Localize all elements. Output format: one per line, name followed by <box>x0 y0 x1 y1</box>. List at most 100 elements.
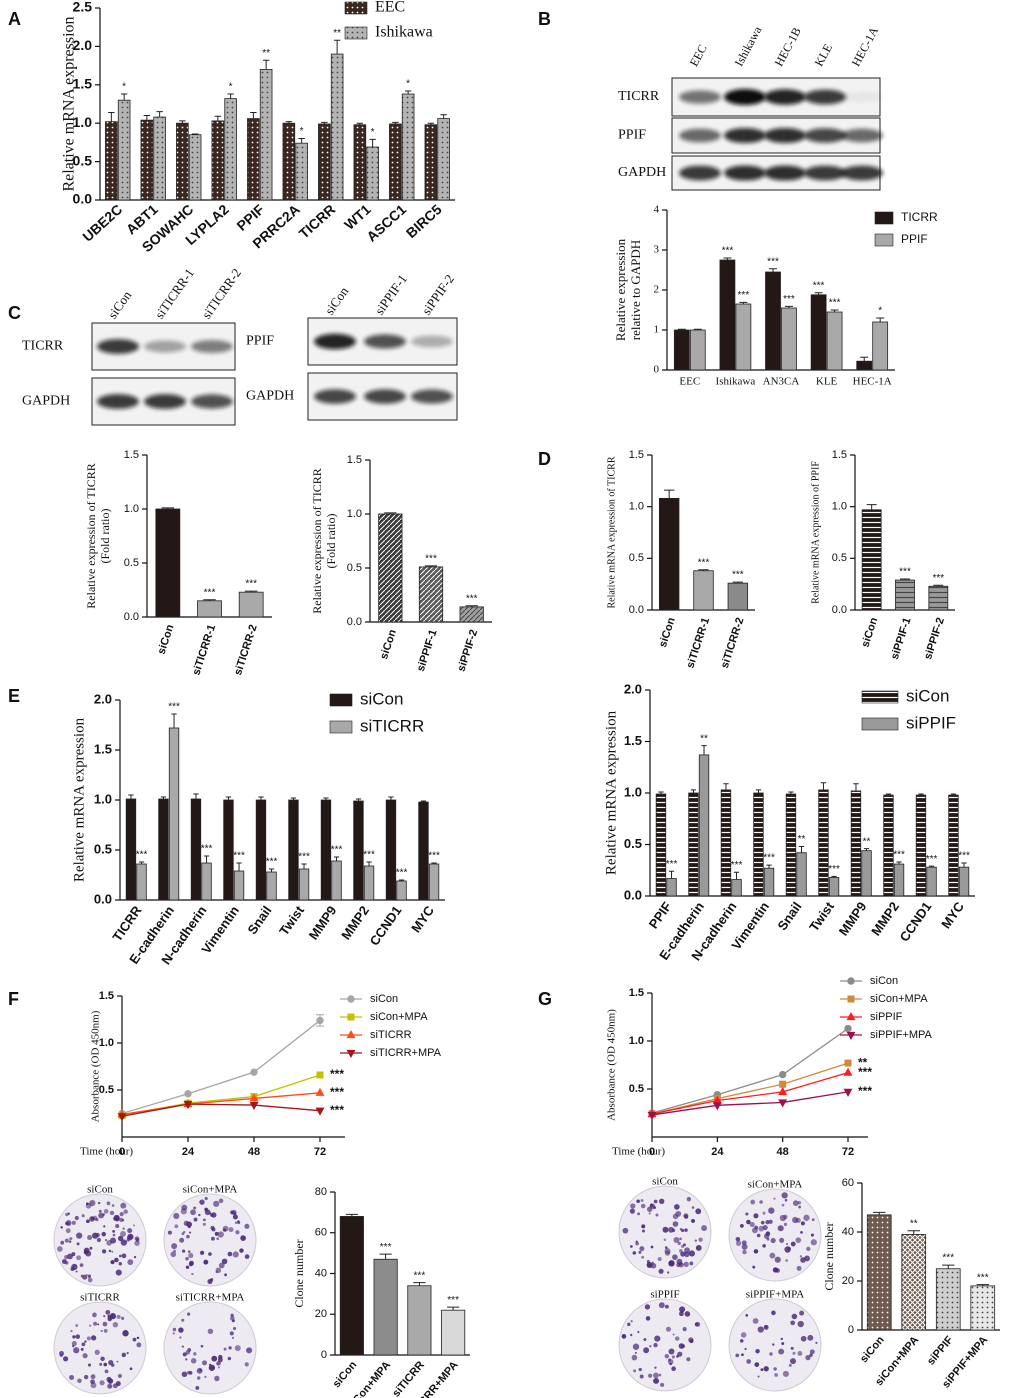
bar <box>424 124 438 201</box>
significance-label: *** <box>204 587 216 598</box>
bar <box>105 121 118 201</box>
legend-label: siPPIF+MPA <box>870 1029 933 1041</box>
colony <box>86 1219 90 1224</box>
significance-label: *** <box>829 298 841 309</box>
colony <box>240 1235 246 1241</box>
colony <box>679 1227 683 1231</box>
error-bar <box>262 59 270 70</box>
point <box>249 1101 259 1111</box>
bar <box>295 142 308 201</box>
colony <box>232 1251 239 1258</box>
colony <box>107 1378 114 1384</box>
colony <box>637 1212 640 1216</box>
colony <box>103 1362 108 1367</box>
error-bar <box>290 797 297 800</box>
colony <box>763 1233 770 1239</box>
colony <box>675 1336 680 1341</box>
error-bar <box>203 855 210 863</box>
y-tick-label: 0.5 <box>124 557 139 569</box>
blot-band <box>764 89 806 105</box>
colony <box>217 1231 224 1238</box>
colony <box>627 1322 631 1327</box>
bar <box>190 798 202 901</box>
colony <box>136 1336 140 1340</box>
blot-band <box>679 128 721 143</box>
y-tick-label: 1.0 <box>347 508 362 520</box>
bar <box>926 866 937 897</box>
bar <box>407 1285 432 1356</box>
point <box>647 1111 657 1120</box>
x-tick-label: 72 <box>314 1146 326 1158</box>
colony <box>187 1312 191 1316</box>
significance-label: *** <box>447 1295 459 1306</box>
colony <box>134 1240 140 1246</box>
colony <box>218 1262 225 1269</box>
colony <box>84 1340 87 1343</box>
error-bar <box>366 861 372 866</box>
bar <box>389 123 402 201</box>
colony <box>112 1230 115 1233</box>
colony <box>677 1241 681 1245</box>
colony <box>104 1369 109 1374</box>
colony <box>798 1205 802 1209</box>
significance-label: *** <box>330 1103 344 1117</box>
colony <box>235 1230 240 1235</box>
colony <box>90 1379 95 1385</box>
error-bar <box>323 797 329 800</box>
bar <box>861 509 882 611</box>
blot-band <box>679 90 721 104</box>
x-tick-label: siCon <box>331 1359 360 1390</box>
colony <box>111 1363 115 1367</box>
significance-label: *** <box>466 593 478 604</box>
bar <box>401 93 415 201</box>
error-bar <box>876 317 885 322</box>
colony-plate <box>728 1298 822 1392</box>
colony <box>652 1372 659 1379</box>
error-bar <box>420 800 427 802</box>
blot-band <box>314 333 356 350</box>
colony <box>64 1238 69 1243</box>
colony <box>762 1211 766 1215</box>
significance-label: *** <box>363 850 375 861</box>
colony <box>76 1232 83 1239</box>
colony <box>228 1227 234 1233</box>
colony <box>208 1364 216 1371</box>
colony <box>233 1327 237 1331</box>
colony-label: siCon <box>652 1176 678 1188</box>
colony <box>115 1224 120 1229</box>
colony <box>208 1252 212 1256</box>
colony <box>753 1213 759 1219</box>
colony <box>635 1241 639 1246</box>
panel-label: A <box>8 9 21 29</box>
x-tick-label: Ishikawa <box>716 376 756 388</box>
point <box>846 1031 856 1041</box>
colony <box>752 1318 759 1324</box>
colony <box>781 1342 785 1346</box>
colony <box>207 1279 213 1285</box>
bar <box>928 585 949 611</box>
point <box>843 1067 853 1076</box>
colony <box>122 1330 129 1337</box>
error-bar <box>950 793 957 796</box>
colony <box>230 1313 234 1317</box>
colony <box>666 1271 670 1274</box>
colony <box>629 1333 633 1337</box>
error-bar <box>693 328 702 330</box>
y-axis-label: Relative mRNA expression <box>603 710 619 875</box>
y-tick-label: 60 <box>842 1177 854 1189</box>
x-tick-label: HEC-1A <box>853 376 892 388</box>
y-tick-label: 1.0 <box>624 784 642 799</box>
colony <box>790 1346 794 1350</box>
colony <box>87 1235 93 1241</box>
y-tick-label: 1.5 <box>629 987 644 999</box>
x-tick-label: MMP9 <box>836 899 870 938</box>
bar <box>255 799 267 901</box>
error-bar <box>193 793 199 799</box>
x-tick-label: MYC <box>938 899 967 932</box>
error-bar <box>388 796 394 800</box>
blot-band <box>144 340 186 353</box>
colony <box>684 1251 690 1258</box>
series-line <box>651 1062 849 1115</box>
colony <box>679 1249 683 1253</box>
colony <box>112 1383 118 1389</box>
